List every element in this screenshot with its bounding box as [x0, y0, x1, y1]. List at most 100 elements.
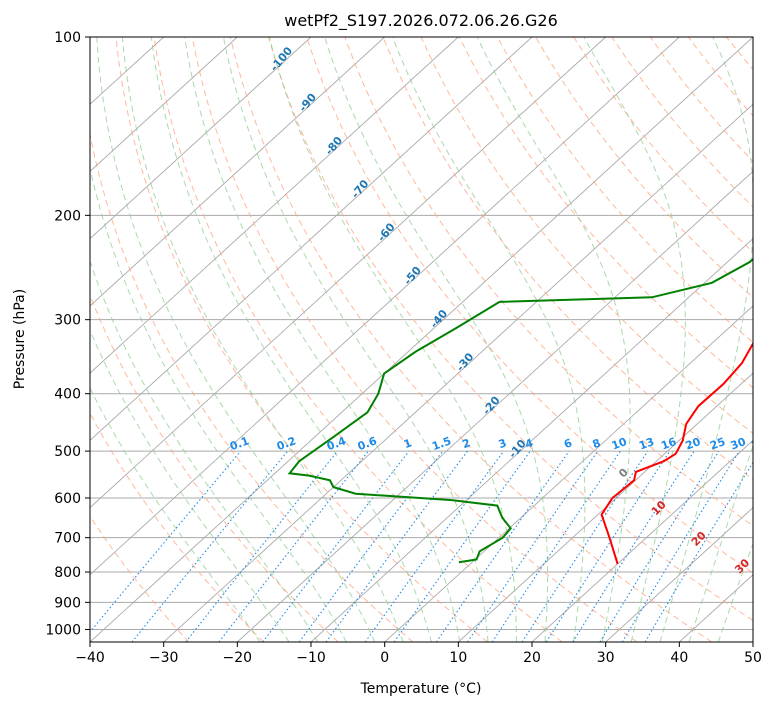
isotherm-line	[90, 37, 238, 173]
dry-adiabat-line	[90, 515, 190, 642]
isotherm-label: -80	[323, 134, 346, 158]
mixing-ratio-line	[364, 450, 505, 642]
background-lines	[90, 37, 753, 642]
isotherm-line	[310, 238, 753, 642]
dry-adiabat-line	[687, 37, 753, 117]
isotherm-label: -50	[401, 264, 424, 288]
isotherm-line	[90, 37, 459, 374]
mixing-ratio-line	[572, 450, 695, 642]
moist-adiabat-line	[222, 37, 489, 642]
moist-adiabat-line	[150, 37, 432, 642]
dry-adiabat-line	[306, 37, 753, 574]
dry-adiabat-line	[344, 37, 753, 527]
mixing-ratio-label: 1	[402, 436, 414, 451]
moist-adiabat-label: 20	[689, 529, 709, 549]
x-tick-label: 50	[744, 650, 762, 666]
moist-adiabat-line	[392, 37, 586, 642]
mixing-ratio-line	[621, 450, 740, 642]
mixing-ratio-line	[545, 450, 671, 642]
moist-adiabat-line	[121, 37, 404, 642]
y-tick-label: 100	[54, 30, 81, 46]
profile-lines	[287, 257, 753, 565]
mixing-ratio-label: 25	[708, 435, 727, 452]
x-tick-label: 0	[380, 650, 389, 666]
isotherm-line	[90, 37, 533, 441]
isotherm-line	[90, 37, 753, 642]
isotherm-line	[531, 439, 753, 642]
moist-adiabat-line	[90, 259, 319, 642]
moist-adiabat-line	[90, 165, 347, 642]
x-tick-label: 10	[449, 650, 467, 666]
dry-adiabat-line	[420, 37, 753, 435]
mixing-ratio-label: 0.2	[275, 434, 298, 453]
mixing-ratio-line	[131, 450, 289, 642]
mixing-ratio-line	[599, 450, 720, 642]
x-tick-label: −40	[75, 650, 105, 666]
chart-title: wetPf2_S197.2026.072.06.26.G26	[284, 11, 558, 31]
mixing-ratio-line	[467, 450, 599, 642]
dry-adiabat-line	[115, 37, 488, 642]
x-tick-label: −20	[223, 650, 253, 666]
isotherm-line	[457, 372, 753, 642]
mixing-ratio-label: 36	[749, 435, 768, 453]
mixing-ratio-label: 3	[497, 436, 509, 451]
y-tick-label: 400	[54, 387, 81, 403]
mixing-ratio-line	[435, 450, 570, 642]
moist-adiabat-label: 30	[732, 556, 752, 576]
dry-adiabat-line	[726, 37, 753, 71]
moist-adiabat-line	[184, 37, 461, 642]
dry-adiabat-line	[611, 37, 753, 208]
y-tick-label: 300	[54, 313, 81, 329]
mixing-ratio-label: 16	[659, 435, 678, 453]
x-tick-label: 30	[597, 650, 615, 666]
isotherm-line	[605, 506, 753, 642]
x-tick-label: −30	[149, 650, 179, 666]
mixing-ratio-line	[521, 450, 649, 642]
y-tick-label: 500	[54, 444, 81, 460]
mixing-ratio-label: 0.4	[325, 434, 348, 453]
mixing-ratio-label: 20	[684, 435, 703, 453]
isotherm-label: -40	[427, 307, 450, 331]
mixing-ratio-line	[185, 450, 339, 642]
dry-adiabat-line	[268, 37, 753, 622]
mixing-ratio-label: 1.5	[430, 434, 453, 453]
dry-adiabat-line	[573, 37, 753, 253]
isotherm-line	[163, 103, 753, 642]
axes: −40 −30 −20 −10 0 10 20 30 40 50 100 200 300 400 500 60…	[45, 30, 762, 666]
y-tick-label: 1000	[45, 622, 81, 638]
dry-adiabat-line	[496, 37, 753, 344]
y-axis-label: Pressure (hPa)	[12, 289, 28, 389]
temperature-line	[600, 341, 753, 565]
mixing-ratio-line	[218, 450, 369, 642]
mixing-ratio-label: 30	[729, 435, 748, 453]
dry-adiabat-line	[535, 37, 753, 298]
moist-adiabat-line	[688, 444, 753, 642]
isotherm-line	[90, 37, 312, 240]
mixing-ratio-line	[491, 450, 621, 642]
mixing-ratio-label: 0.6	[356, 434, 379, 453]
moist-adiabat-line	[717, 542, 753, 642]
mixing-ratio-label: 0.1	[228, 434, 251, 453]
isotherm-label: -90	[296, 91, 319, 115]
plot-frame	[89, 36, 754, 643]
mixing-ratio-label: 13	[637, 435, 656, 452]
x-tick-label: −10	[296, 650, 326, 666]
isotherm-line	[90, 37, 680, 576]
isotherm-label: -30	[454, 350, 477, 374]
mixing-ratio-line	[393, 450, 531, 642]
isotherm-line	[90, 37, 607, 509]
y-tick-label: 200	[54, 208, 81, 224]
mixing-ratio-label: 2	[461, 436, 473, 451]
mixing-ratio-line	[90, 450, 242, 633]
mixing-ratio-label: 8	[591, 436, 603, 451]
moist-adiabat-line	[659, 37, 753, 642]
y-tick-label: 600	[54, 491, 81, 507]
moist-adiabat-line	[476, 37, 631, 642]
x-tick-label: 40	[670, 650, 688, 666]
dry-adiabat-line	[382, 37, 753, 481]
isotherm-line	[236, 170, 753, 642]
dry-adiabat-line	[229, 37, 712, 642]
dry-adiabat-line	[153, 37, 563, 642]
dry-adiabat-line	[90, 412, 264, 642]
moist-adiabat-line	[90, 328, 290, 642]
